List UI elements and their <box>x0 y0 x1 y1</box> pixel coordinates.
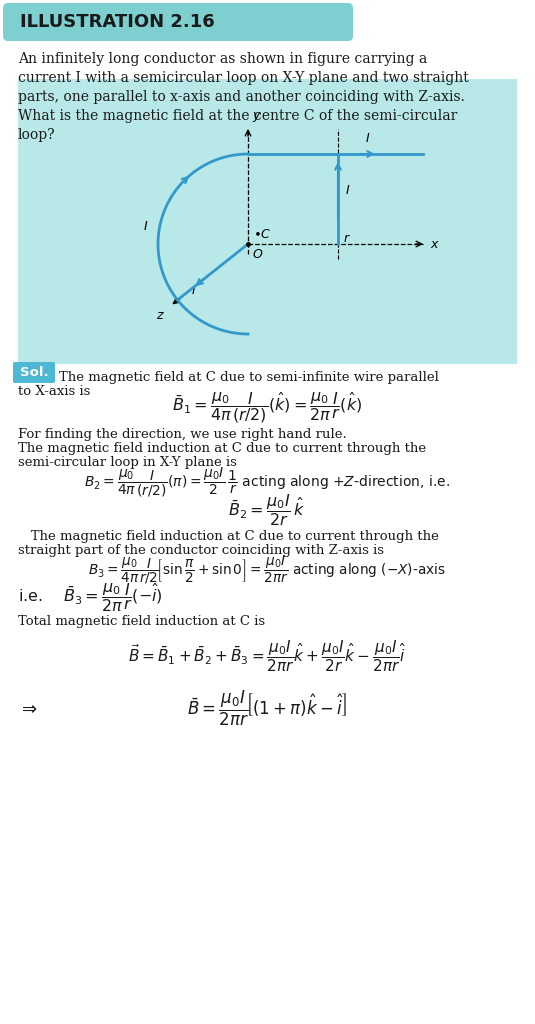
Text: semi-circular loop in X-Y plane is: semi-circular loop in X-Y plane is <box>18 456 237 469</box>
Text: $I$: $I$ <box>345 184 350 198</box>
Text: loop?: loop? <box>18 128 56 142</box>
Text: $I$: $I$ <box>365 132 371 145</box>
Text: $B_3 = \dfrac{\mu_0}{4\pi}\dfrac{I}{r/2}\!\left[\sin\dfrac{\pi}{2} + \sin 0\righ: $B_3 = \dfrac{\mu_0}{4\pi}\dfrac{I}{r/2}… <box>88 554 446 586</box>
Text: current I with a semicircular loop on X-Y plane and two straight: current I with a semicircular loop on X-… <box>18 71 469 85</box>
Text: $\bar{B}_2 = \dfrac{\mu_0 I}{2r}\,\hat{k}$: $\bar{B}_2 = \dfrac{\mu_0 I}{2r}\,\hat{k… <box>228 492 305 528</box>
Text: parts, one parallel to x-axis and another coinciding with Z-axis.: parts, one parallel to x-axis and anothe… <box>18 90 465 104</box>
Text: $I$: $I$ <box>190 284 196 297</box>
FancyBboxPatch shape <box>13 362 55 383</box>
Text: Total magnetic field induction at C is: Total magnetic field induction at C is <box>18 615 265 629</box>
Text: What is the magnetic field at the centre C of the semi-circular: What is the magnetic field at the centre… <box>18 109 457 123</box>
Text: The magnetic field induction at C due to current through the: The magnetic field induction at C due to… <box>18 530 439 543</box>
Text: ILLUSTRATION 2.16: ILLUSTRATION 2.16 <box>20 13 215 31</box>
Text: Sol.: Sol. <box>20 367 48 380</box>
Text: $B_2 = \dfrac{\mu_0}{4\pi}\dfrac{I}{(r/2)}(\pi) = \dfrac{\mu_0 I}{2}\,\dfrac{1}{: $B_2 = \dfrac{\mu_0}{4\pi}\dfrac{I}{(r/2… <box>84 465 450 499</box>
Text: straight part of the conductor coinciding with Z-axis is: straight part of the conductor coincidin… <box>18 544 384 557</box>
Text: $\Rightarrow$: $\Rightarrow$ <box>18 699 37 717</box>
Bar <box>18 79 517 364</box>
Text: $\vec{B} = \bar{B}_1 + \bar{B}_2 + \bar{B}_3 = \dfrac{\mu_0 I}{2\pi r}\hat{k} + : $\vec{B} = \bar{B}_1 + \bar{B}_2 + \bar{… <box>128 638 406 674</box>
Text: to X-axis is: to X-axis is <box>18 385 90 398</box>
Text: $y$: $y$ <box>252 110 262 124</box>
Text: The magnetic field at C due to semi-infinite wire parallel: The magnetic field at C due to semi-infi… <box>59 371 439 384</box>
FancyBboxPatch shape <box>3 3 353 41</box>
Text: $x$: $x$ <box>430 238 440 251</box>
Text: An infinitely long conductor as shown in figure carrying a: An infinitely long conductor as shown in… <box>18 52 427 66</box>
Text: For finding the direction, we use right hand rule.: For finding the direction, we use right … <box>18 428 347 441</box>
Text: $O$: $O$ <box>252 248 263 261</box>
Text: $\bullet C$: $\bullet C$ <box>253 228 271 241</box>
Text: $\bar{B}_1 = \dfrac{\mu_0}{4\pi}\dfrac{I}{(r/2)}(\hat{k}) = \dfrac{\mu_0}{2\pi}\: $\bar{B}_1 = \dfrac{\mu_0}{4\pi}\dfrac{I… <box>172 390 362 426</box>
Text: The magnetic field induction at C due to current through the: The magnetic field induction at C due to… <box>18 442 426 455</box>
Text: i.e. $\quad \bar{B}_3 = \dfrac{\mu_0}{2\pi}\dfrac{I}{r}(-\hat{i})$: i.e. $\quad \bar{B}_3 = \dfrac{\mu_0}{2\… <box>18 582 163 614</box>
Text: $r$: $r$ <box>343 232 351 246</box>
Text: $z$: $z$ <box>156 309 165 322</box>
Text: $I$: $I$ <box>143 219 148 232</box>
Text: $\bar{B} = \dfrac{\mu_0 I}{2\pi r}\!\left[(1+\pi)\hat{k} - \hat{i}\right]$: $\bar{B} = \dfrac{\mu_0 I}{2\pi r}\!\lef… <box>187 688 347 728</box>
